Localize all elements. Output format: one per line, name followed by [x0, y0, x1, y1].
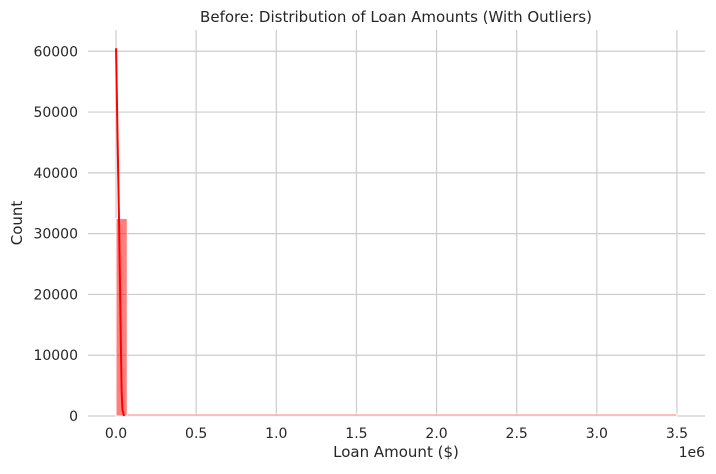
y-tick-label: 30000 — [33, 227, 78, 243]
y-tick-label: 0 — [69, 409, 78, 425]
x-offset-label: 1e6 — [679, 445, 706, 461]
x-axis-title: Loan Amount ($) — [333, 443, 459, 461]
x-tick-label: 1.0 — [265, 426, 287, 442]
y-tick-label: 20000 — [33, 287, 78, 303]
x-tick-label: 0.5 — [185, 426, 207, 442]
x-tick-labels: 0.0 0.5 1.0 1.5 2.0 2.5 3.0 3.5 — [105, 426, 688, 442]
y-tick-label: 50000 — [33, 105, 78, 121]
y-tick-labels: 0 10000 20000 30000 40000 50000 60000 — [33, 44, 78, 425]
histogram-bar — [126, 413, 678, 417]
x-grid — [115, 30, 678, 416]
x-tick-label: 2.0 — [425, 426, 447, 442]
chart-title: Before: Distribution of Loan Amounts (Wi… — [200, 8, 592, 26]
x-tick-label: 1.5 — [345, 426, 367, 442]
y-axis-title: Count — [8, 201, 26, 246]
plot-area — [88, 30, 705, 416]
histogram-bars — [115, 217, 678, 417]
x-tick-label: 2.5 — [506, 426, 528, 442]
y-tick-label: 10000 — [33, 348, 78, 364]
x-tick-label: 3.0 — [586, 426, 608, 442]
y-tick-label: 60000 — [33, 44, 78, 60]
kde-line — [115, 48, 126, 417]
histogram-bar — [115, 217, 128, 417]
y-tick-label: 40000 — [33, 166, 78, 182]
x-tick-label: 0.0 — [105, 426, 127, 442]
x-tick-label: 3.5 — [666, 426, 688, 442]
